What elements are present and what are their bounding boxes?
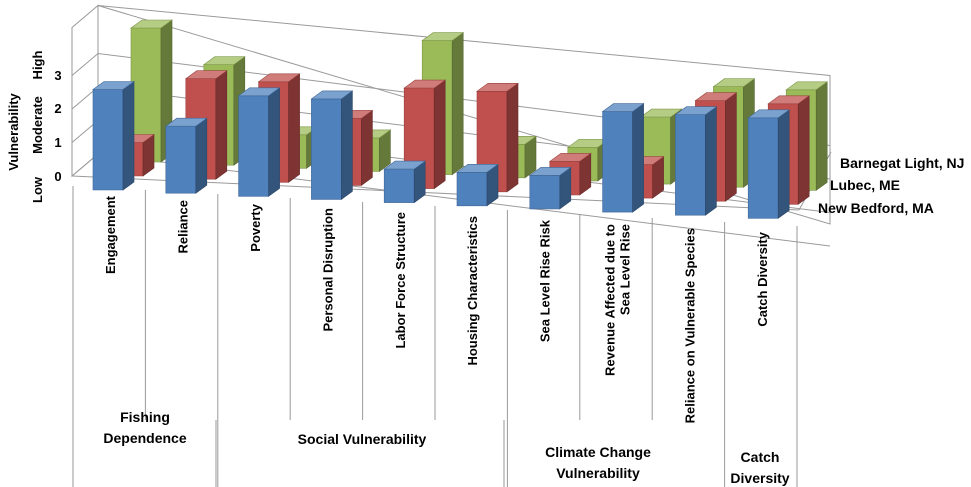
gridline-3 <box>71 52 831 146</box>
category-label: Catch Diversity <box>755 231 770 326</box>
category-label: Sea Level Rise Risk <box>538 219 553 342</box>
bar <box>237 87 281 197</box>
group-labels: Fishing Dependence Social Vulnerability Cli… <box>103 409 789 486</box>
category-label: Labor Force Structure <box>393 212 408 349</box>
category-label: Reliance <box>176 200 191 253</box>
bar <box>310 90 354 200</box>
bar <box>601 103 645 213</box>
y-word-moderate: Moderate <box>30 96 45 154</box>
category-label: Personal Disruption <box>320 208 335 332</box>
bar <box>456 163 499 207</box>
bar-series <box>92 19 829 219</box>
y-word-low: Low <box>30 176 45 203</box>
series-new-bedford-ma <box>92 80 791 219</box>
bar <box>747 109 791 219</box>
axes <box>72 186 798 487</box>
bar <box>383 160 427 204</box>
category-labels: Engagement Reliance Poverty Personal Disrup… <box>103 195 770 423</box>
y-tick-2: 2 <box>54 101 61 116</box>
category-label: Housing Characteristics <box>465 216 480 366</box>
bar <box>674 106 718 216</box>
legend-series-lubec: Lubec, ME <box>830 177 900 193</box>
y-tick-3: 3 <box>54 68 61 83</box>
group-label: Fishing Dependence <box>103 409 186 446</box>
legend-series-newbedford: New Bedford, MA <box>818 200 934 216</box>
y-tick-1: 1 <box>54 135 61 150</box>
chart-walls <box>71 4 831 225</box>
y-tick-0: 0 <box>54 169 61 184</box>
bar <box>164 117 208 194</box>
category-label: Poverty <box>248 203 263 251</box>
category-label: Revenue Affected due toSea Level Rise <box>603 224 633 376</box>
category-label: Engagement <box>103 195 118 274</box>
bar <box>528 166 572 210</box>
legend-series-barnegat: Barnegat Light, NJ <box>840 155 964 171</box>
group-label: Climate Change Vulnerability <box>545 444 651 481</box>
group-label: Catch Diversity <box>730 449 789 486</box>
back-wall-edge <box>97 5 831 225</box>
category-label: Reliance on Vulnerable Species <box>682 228 697 423</box>
y-axis-title: Vulnerability <box>6 92 21 170</box>
bar <box>92 80 135 191</box>
y-word-high: High <box>30 51 45 80</box>
group-label: Social Vulnerability <box>298 431 427 447</box>
